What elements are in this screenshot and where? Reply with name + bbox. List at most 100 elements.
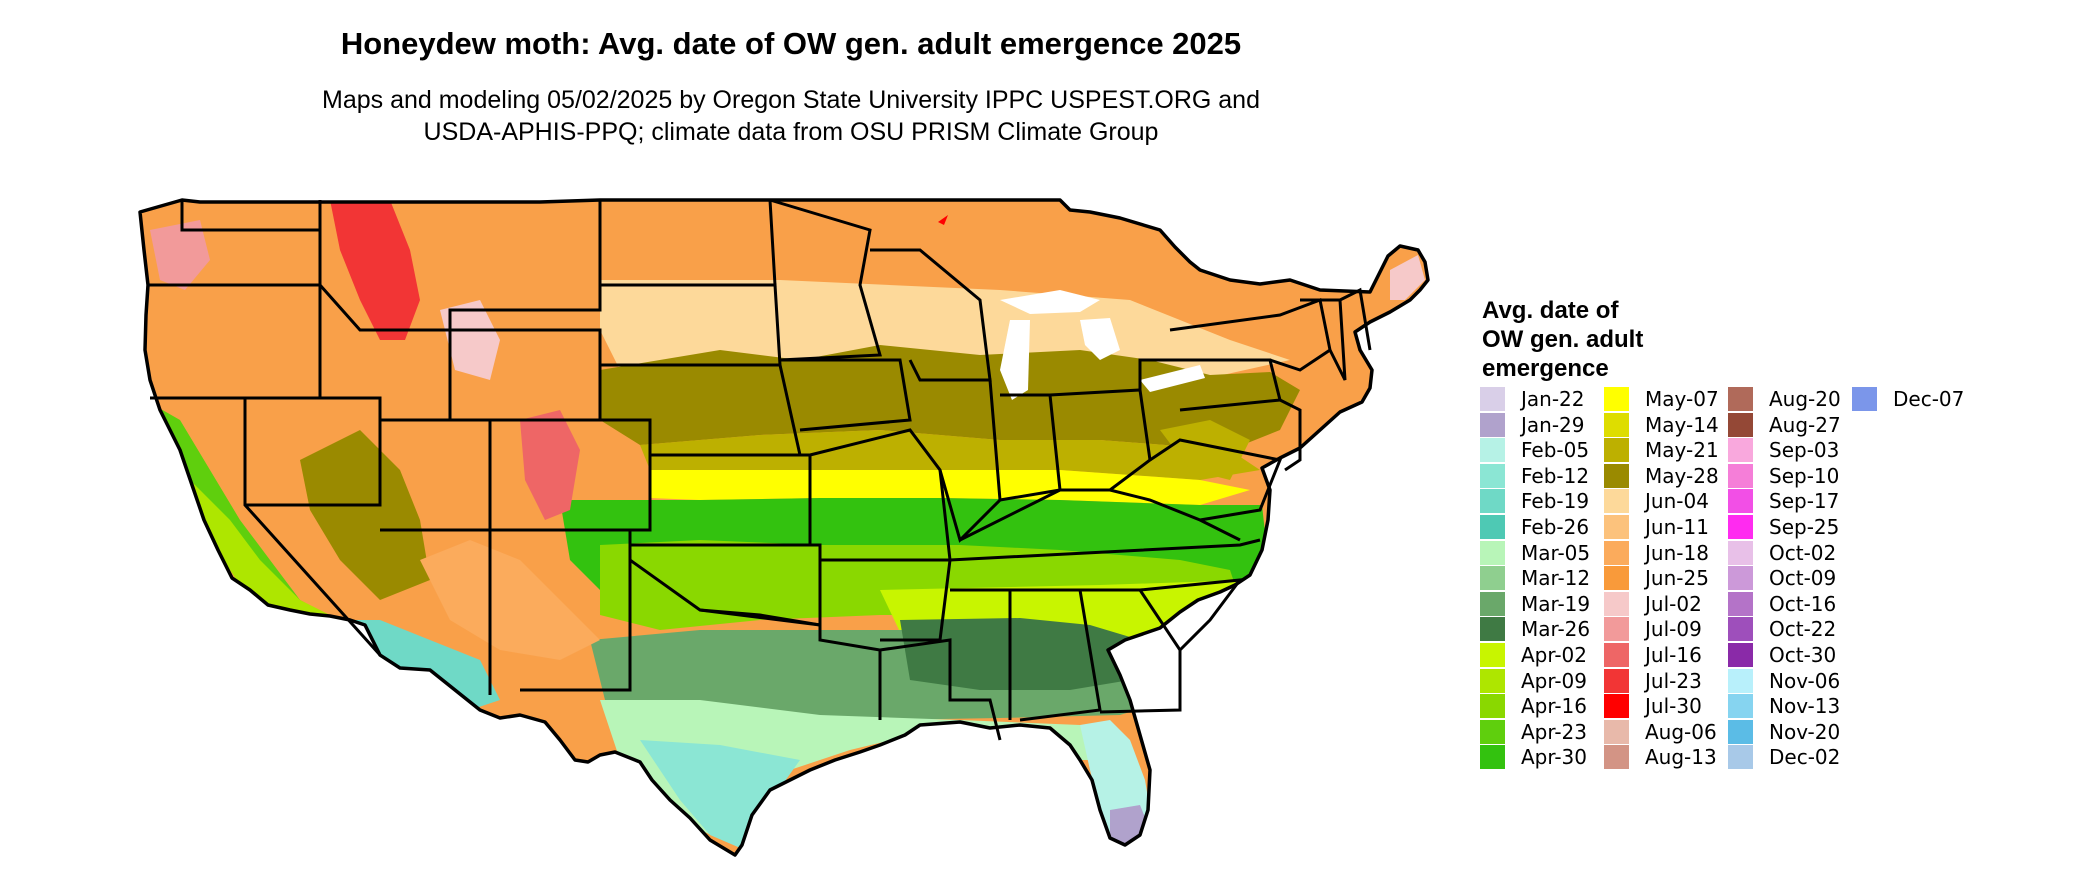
legend-item: Aug-06 xyxy=(1604,719,1728,745)
legend-item: May-28 xyxy=(1604,463,1728,489)
band-jul-02-rockies xyxy=(440,300,500,380)
legend-label: Oct-02 xyxy=(1769,540,1837,565)
legend-item: Jul-02 xyxy=(1604,591,1728,617)
legend-item: Feb-26 xyxy=(1480,514,1604,540)
legend-label: Jan-29 xyxy=(1521,412,1585,437)
legend-label: Jul-16 xyxy=(1645,642,1702,667)
legend-item: Nov-13 xyxy=(1728,693,1852,719)
legend-item: Jun-18 xyxy=(1604,540,1728,566)
legend-item: Feb-12 xyxy=(1480,463,1604,489)
legend-swatch xyxy=(1604,489,1629,514)
legend-swatch xyxy=(1480,668,1505,693)
legend-title: Avg. date of OW gen. adult emergence xyxy=(1482,296,1643,383)
legend-swatch xyxy=(1480,540,1505,565)
legend-swatch xyxy=(1728,668,1753,693)
legend-item: Jan-22 xyxy=(1480,386,1604,412)
lake-huron xyxy=(1080,318,1120,360)
band-may-21 xyxy=(640,430,1260,480)
legend-swatch xyxy=(1728,489,1753,514)
legend-item: Oct-30 xyxy=(1728,642,1852,668)
legend-label: Jul-02 xyxy=(1645,591,1702,616)
band-jul-16-colorado xyxy=(520,410,580,520)
legend-item: Jul-30 xyxy=(1604,693,1728,719)
legend-label: Nov-20 xyxy=(1769,719,1841,744)
legend-item: Apr-02 xyxy=(1480,642,1604,668)
legend-item: Aug-27 xyxy=(1728,412,1852,438)
legend-item: Jul-16 xyxy=(1604,642,1728,668)
legend-label: Jul-30 xyxy=(1645,694,1702,719)
legend-label: Apr-30 xyxy=(1521,745,1587,770)
legend-item: Aug-20 xyxy=(1728,386,1852,412)
legend-label: Jan-22 xyxy=(1521,387,1585,411)
legend-item: Apr-23 xyxy=(1480,719,1604,745)
legend-label: May-07 xyxy=(1645,387,1719,411)
border-new-england xyxy=(1300,287,1372,381)
legend-item: Dec-02 xyxy=(1728,744,1852,770)
band-jul-02-maine xyxy=(1390,255,1425,300)
legend-item: Oct-22 xyxy=(1728,616,1852,642)
band-feb-19 xyxy=(340,620,500,710)
legend-swatch xyxy=(1604,540,1629,565)
border-ca-nv xyxy=(243,398,382,657)
legend-label: Apr-02 xyxy=(1521,642,1587,667)
border-wi xyxy=(870,248,992,382)
legend-label: Jun-25 xyxy=(1645,566,1709,591)
legend-label: Aug-20 xyxy=(1769,387,1841,411)
legend-label: Jun-18 xyxy=(1645,540,1709,565)
legend-item: Dec-07 xyxy=(1852,386,1976,412)
legend-swatch xyxy=(1728,745,1753,770)
band-apr-09 xyxy=(180,470,360,660)
legend-item: Oct-09 xyxy=(1728,565,1852,591)
border-ar xyxy=(820,558,952,642)
legend-label: Oct-22 xyxy=(1769,617,1837,642)
legend-swatch xyxy=(1728,412,1753,437)
legend-label: Sep-25 xyxy=(1769,514,1840,539)
legend-title-line-1: Avg. date of xyxy=(1482,297,1619,324)
legend-label: Mar-05 xyxy=(1521,540,1591,565)
legend-swatch xyxy=(1480,438,1505,463)
band-feb-12 xyxy=(640,740,800,850)
border-ia xyxy=(780,358,912,432)
legend-item: Sep-25 xyxy=(1728,514,1852,540)
legend-swatch xyxy=(1604,514,1629,539)
legend-swatch xyxy=(1728,617,1753,642)
legend-swatch xyxy=(1604,617,1629,642)
legend-label: Feb-19 xyxy=(1521,489,1590,514)
legend-swatch xyxy=(1480,591,1505,616)
border-ny xyxy=(1169,297,1332,372)
band-jun-18 xyxy=(420,540,600,660)
legend-item: Jul-09 xyxy=(1604,616,1728,642)
legend-label: Nov-13 xyxy=(1769,694,1841,719)
legend-label: Jul-23 xyxy=(1645,668,1702,693)
legend-swatch xyxy=(1480,412,1505,437)
legend-item: May-14 xyxy=(1604,412,1728,438)
legend-swatch xyxy=(1480,566,1505,591)
band-apr-23 xyxy=(145,400,330,616)
legend-swatch xyxy=(1480,642,1505,667)
legend-column: Aug-20 Aug-27 Sep-03 Sep-10 Sep-17 Sep-25 Oct-… xyxy=(1728,386,1852,770)
border-tx xyxy=(628,560,882,720)
legend-label: Apr-16 xyxy=(1521,694,1587,719)
legend-label: Feb-05 xyxy=(1521,438,1590,463)
legend-swatch xyxy=(1604,719,1629,744)
legend-item: Mar-12 xyxy=(1480,565,1604,591)
legend-swatch xyxy=(1604,591,1629,616)
legend-item: Aug-13 xyxy=(1604,744,1728,770)
legend-swatch xyxy=(1728,642,1753,667)
legend-column: Jan-22 Jan-29 Feb-05 Feb-12 Feb-19 Feb-26 Mar-… xyxy=(1480,386,1604,770)
legend-item: Sep-17 xyxy=(1728,488,1852,514)
legend-swatch xyxy=(1604,745,1629,770)
legend-item: Jun-04 xyxy=(1604,488,1728,514)
legend-column: Dec-07 xyxy=(1852,386,1976,412)
legend-swatch xyxy=(1604,387,1629,411)
legend-label: Mar-26 xyxy=(1521,617,1591,642)
legend-label: Jul-09 xyxy=(1645,617,1702,642)
legend-swatch xyxy=(1852,387,1877,411)
band-jun-04 xyxy=(600,280,1290,380)
border-wv-va xyxy=(1149,438,1283,522)
legend-swatch xyxy=(1728,514,1753,539)
border-in xyxy=(999,393,1062,502)
legend-item: Oct-02 xyxy=(1728,540,1852,566)
band-great-basin xyxy=(300,430,430,600)
